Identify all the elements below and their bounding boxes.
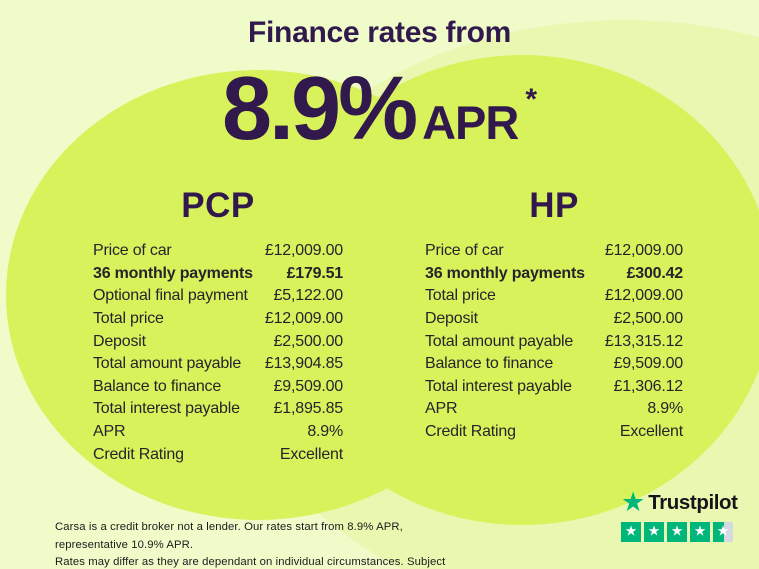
row-label: 36 monthly payments xyxy=(425,264,585,282)
row-label: Deposit xyxy=(425,310,478,328)
row-value: £12,009.00 xyxy=(604,242,683,260)
rating-star-icon: ★ xyxy=(667,522,687,542)
pcp-heading: PCP xyxy=(181,186,255,225)
row-label: Total amount payable xyxy=(425,332,574,350)
row-value: £2,500.00 xyxy=(613,310,684,328)
row-value: £12,009.00 xyxy=(264,310,343,328)
row-value: £1,895.85 xyxy=(273,400,344,418)
table-row: Credit Rating Excellent xyxy=(93,443,343,466)
row-value: £12,009.00 xyxy=(264,242,343,260)
table-row: Balance to finance £9,509.00 xyxy=(93,376,343,399)
row-value: £12,009.00 xyxy=(604,287,683,305)
hp-heading: HP xyxy=(529,186,579,225)
row-label: Balance to finance xyxy=(93,377,222,395)
row-value: £1,306.12 xyxy=(613,377,684,395)
trustpilot-logo: ★ Trustpilot xyxy=(621,489,738,516)
table-row: 36 monthly payments £300.42 xyxy=(425,263,683,286)
table-row: Total price £12,009.00 xyxy=(93,308,343,331)
table-row: 36 monthly payments £179.51 xyxy=(93,263,343,286)
rate-suffix: APR xyxy=(422,96,519,149)
row-value: £179.51 xyxy=(286,264,344,282)
table-row: Total amount payable £13,315.12 xyxy=(425,330,683,353)
disclaimer-line-2: Rates may differ as they are dependant o… xyxy=(55,556,446,568)
row-value: Excellent xyxy=(279,445,343,463)
row-label: APR xyxy=(93,423,126,441)
rate-value: 8.9% xyxy=(221,59,418,159)
row-value: £13,904.85 xyxy=(264,355,343,373)
rate-asterisk: * xyxy=(525,83,538,116)
row-label: Total interest payable xyxy=(93,400,240,418)
row-label: Price of car xyxy=(425,242,504,260)
row-label: Deposit xyxy=(93,332,146,350)
pcp-table: PCP Price of car £12,009.00 36 monthly p… xyxy=(93,186,343,466)
row-label: Balance to finance xyxy=(425,355,554,373)
rating-star-icon: ★ xyxy=(690,522,710,542)
row-value: Excellent xyxy=(619,423,683,441)
table-row: Deposit £2,500.00 xyxy=(425,308,683,331)
rating-star-icon: ★ xyxy=(621,522,641,542)
trustpilot-wordmark: Trustpilot xyxy=(648,490,738,514)
row-label: Credit Rating xyxy=(93,445,184,463)
row-value: £5,122.00 xyxy=(273,287,344,305)
row-label: Total interest payable xyxy=(425,377,572,395)
row-value: £2,500.00 xyxy=(273,332,344,350)
rating-star-icon: ★ xyxy=(644,522,664,542)
headline-rate: 8.9% APR * xyxy=(0,64,759,154)
table-row: Total interest payable £1,895.85 xyxy=(93,398,343,421)
trustpilot-star-icon: ★ xyxy=(621,487,646,518)
row-label: Price of car xyxy=(93,242,172,260)
row-label: 36 monthly payments xyxy=(93,264,253,282)
table-row: Total amount payable £13,904.85 xyxy=(93,353,343,376)
promo-title: Finance rates from xyxy=(247,16,512,49)
row-label: APR xyxy=(425,400,458,418)
table-row: Total interest payable £1,306.12 xyxy=(425,376,683,399)
table-row: Credit Rating Excellent xyxy=(425,421,683,444)
table-row: Balance to finance £9,509.00 xyxy=(425,353,683,376)
row-label: Total amount payable xyxy=(93,355,242,373)
row-value: £9,509.00 xyxy=(273,377,344,395)
hp-table: HP Price of car £12,009.00 36 monthly pa… xyxy=(425,186,683,443)
row-value: £300.42 xyxy=(626,264,684,282)
table-row: Price of car £12,009.00 xyxy=(93,240,343,263)
hp-rows: Price of car £12,009.00 36 monthly payme… xyxy=(425,240,683,443)
trustpilot-rating: ★ ★ ★ ★ ★ xyxy=(621,522,738,542)
row-value: £13,315.12 xyxy=(604,332,683,350)
table-row: APR 8.9% xyxy=(425,398,683,421)
table-row: Total price £12,009.00 xyxy=(425,285,683,308)
row-value: 8.9% xyxy=(647,400,683,418)
table-row: Optional final payment £5,122.00 xyxy=(93,285,343,308)
legal-disclaimer: Carsa is a credit broker not a lender. O… xyxy=(55,519,455,569)
table-row: Deposit £2,500.00 xyxy=(93,330,343,353)
table-row: Price of car £12,009.00 xyxy=(425,240,683,263)
row-label: Credit Rating xyxy=(425,423,516,441)
row-label: Total price xyxy=(93,310,164,328)
table-row: APR 8.9% xyxy=(93,421,343,444)
pcp-rows: Price of car £12,009.00 36 monthly payme… xyxy=(93,240,343,466)
trustpilot-widget[interactable]: ★ Trustpilot ★ ★ ★ ★ ★ xyxy=(621,489,738,542)
row-label: Total price xyxy=(425,287,496,305)
row-label: Optional final payment xyxy=(93,287,248,305)
rating-star-half-icon: ★ xyxy=(713,522,733,542)
row-value: 8.9% xyxy=(307,423,343,441)
row-value: £9,509.00 xyxy=(613,355,684,373)
disclaimer-line-1: Carsa is a credit broker not a lender. O… xyxy=(55,521,403,551)
right-bright-circle xyxy=(270,55,759,525)
